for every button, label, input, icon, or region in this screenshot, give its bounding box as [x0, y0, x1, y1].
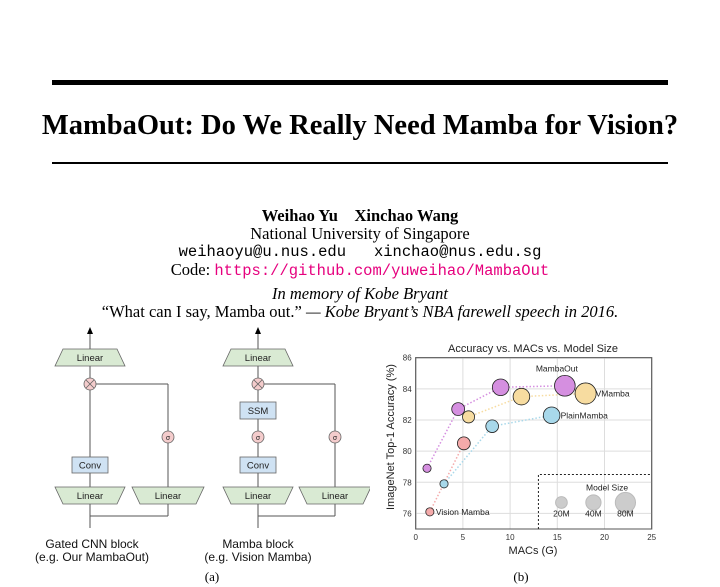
x-tick-label: 5: [461, 533, 466, 542]
x-tick-label: 20: [600, 533, 609, 542]
quote-source: — Kobe Bryant’s NBA farewell speech in 2…: [301, 302, 619, 321]
x-tick-label: 0: [413, 533, 418, 542]
sigma-label: σ: [166, 435, 171, 442]
series-label: MambaOut: [536, 364, 579, 374]
size-legend-entry: 40M: [585, 508, 602, 518]
conv-block: [239, 456, 277, 474]
size-legend-entry: 80M: [617, 508, 634, 518]
quote: “What can I say, Mamba out.”: [101, 302, 302, 321]
caption-mamba-example: (e.g. Vision Mamba): [204, 550, 311, 564]
linear-label: Linear: [155, 491, 181, 502]
plot-frame: [415, 357, 653, 530]
linear-top-block: [222, 348, 294, 367]
authors: Weihao Yu Xinchao Wang: [0, 206, 720, 226]
data-point: [542, 406, 561, 425]
size-legend-marker: [614, 491, 637, 514]
sigma-gate: [328, 430, 342, 444]
figure-b-label: (b): [513, 569, 528, 584]
data-point: [512, 387, 531, 406]
linear-top-block: [54, 348, 126, 367]
author: Xinchao Wang: [354, 206, 459, 225]
conv-block: [71, 456, 109, 474]
data-point: [554, 374, 576, 397]
size-legend-marker: [555, 496, 568, 509]
linear-label: Linear: [245, 491, 271, 502]
figure-a-diagram: Linear Conv Linear Linear σ Linear SSM C…: [35, 327, 370, 584]
y-tick-label: 86: [403, 354, 412, 363]
linear-left-block: [54, 486, 126, 505]
data-point: [456, 436, 471, 451]
figure-a-label: (a): [205, 569, 219, 584]
data-point: [451, 402, 466, 416]
figure-b-chart: Accuracy vs. MACs vs. Model Size MACs (G…: [385, 343, 657, 584]
sigma-gate: [251, 430, 265, 444]
quote-line: “What can I say, Mamba out.” — Kobe Brya…: [0, 302, 720, 322]
x-axis-label: MACs (G): [509, 545, 558, 557]
linear-left-block: [222, 486, 294, 505]
data-point: [422, 463, 432, 473]
email[interactable]: weihaoyu@u.nus.edu: [178, 243, 347, 261]
data-point: [485, 419, 499, 433]
x-tick-label: 25: [647, 533, 656, 542]
series-label: Vision Mamba: [436, 507, 490, 517]
paper-title: MambaOut: Do We Really Need Mamba for Vi…: [41, 110, 679, 141]
series-label: PlainMamba: [561, 410, 609, 420]
series-line-vision-mamba: [429, 443, 465, 513]
size-legend-entry: 20M: [553, 508, 570, 518]
y-tick-label: 84: [403, 385, 412, 394]
linear-label: Linear: [77, 491, 103, 502]
size-legend-marker: [585, 494, 602, 511]
sigma-label: σ: [333, 435, 338, 442]
caption-gated-cnn-example: (e.g. Our MambaOut): [35, 550, 149, 564]
chart-title: Accuracy vs. MACs vs. Model Size: [448, 343, 618, 355]
linear-label: Linear: [245, 353, 271, 364]
y-tick-label: 78: [403, 478, 412, 487]
affiliation: National University of Singapore: [250, 224, 470, 243]
y-tick-label: 80: [403, 447, 412, 456]
linear-right-block: [131, 486, 205, 505]
conv-label: Conv: [79, 461, 101, 472]
sigma-gate: [161, 430, 175, 444]
data-point: [574, 382, 597, 405]
data-point: [491, 378, 510, 397]
output-arrow-icon: [255, 327, 261, 334]
output-arrow-icon: [87, 327, 93, 334]
linear-right-block: [298, 486, 370, 505]
data-point: [439, 479, 449, 489]
y-tick-label: 82: [403, 416, 412, 425]
author: Weihao Yu: [261, 206, 338, 225]
code-link[interactable]: https://github.com/yuweihao/MambaOut: [214, 262, 550, 280]
x-tick-label: 10: [506, 533, 515, 542]
memory-line: In memory of Kobe Bryant: [272, 284, 448, 303]
caption-mamba: Mamba block: [222, 537, 294, 551]
linear-label: Linear: [77, 353, 103, 364]
y-axis-label: ImageNet Top-1 Accuracy (%): [385, 364, 397, 510]
caption-gated-cnn: Gated CNN block: [45, 537, 139, 551]
series-line-plainmamba: [443, 414, 552, 485]
x-tick-label: 15: [553, 533, 562, 542]
code-line: Code: https://github.com/yuweihao/MambaO…: [0, 260, 720, 280]
top-rule: [52, 80, 668, 85]
series-label: VMamba: [596, 389, 630, 399]
ssm-label: SSM: [248, 406, 269, 417]
linear-label: Linear: [322, 491, 348, 502]
data-point: [462, 410, 476, 424]
email[interactable]: xinchao@nus.edu.sg: [373, 243, 542, 261]
title-rule: [52, 162, 668, 164]
conv-label: Conv: [247, 461, 269, 472]
ssm-block: [239, 401, 277, 420]
data-point: [425, 507, 435, 517]
y-tick-label: 76: [403, 509, 412, 518]
code-label: Code:: [170, 260, 211, 279]
emails: weihaoyu@u.nus.edu xinchao@nus.edu.sg: [0, 243, 720, 261]
sigma-label: σ: [256, 435, 261, 442]
size-legend-title: Model Size: [586, 482, 628, 492]
